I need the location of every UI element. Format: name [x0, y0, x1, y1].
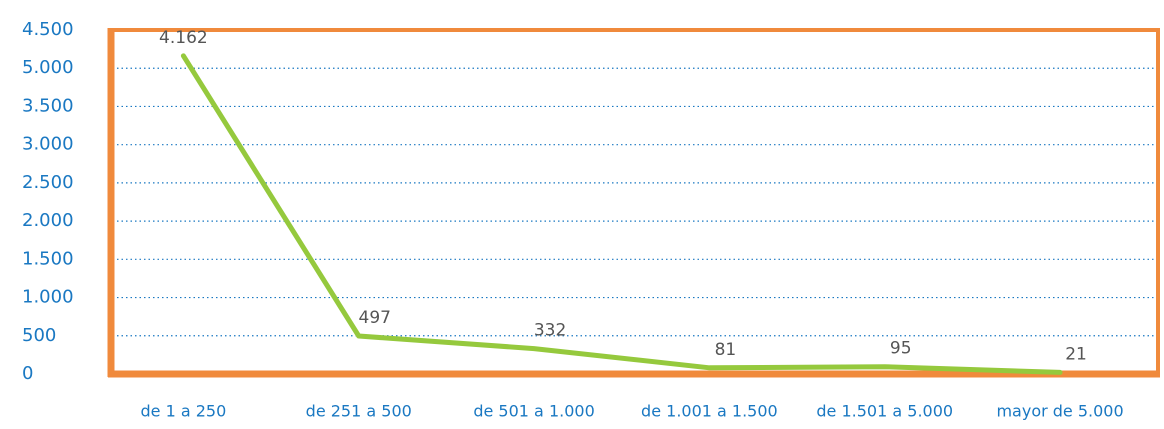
y-tick-label: 500	[22, 325, 56, 346]
x-tick-label: de 1.001 a 1.500	[641, 402, 778, 421]
data-label: 497	[359, 308, 391, 328]
y-tick-label: 0	[22, 363, 33, 384]
y-tick-label: 2.000	[22, 210, 74, 231]
data-label: 332	[534, 321, 566, 341]
y-tick-label: 3.000	[22, 134, 74, 155]
y-tick-label: 1.000	[22, 287, 74, 308]
x-tick-label: de 1.501 a 5.000	[816, 402, 953, 421]
y-tick-label: 2.500	[22, 172, 74, 193]
x-tick-label: de 251 a 500	[306, 402, 412, 421]
data-label: 21	[1065, 344, 1087, 364]
line	[180, 53, 1063, 375]
data-label: 81	[715, 340, 737, 360]
y-tick-label: 4.500	[22, 19, 74, 40]
data-label: 4.162	[159, 28, 208, 48]
y-tick-label: 3.500	[22, 95, 74, 116]
y-tick-label: 1.500	[22, 248, 74, 269]
x-tick-label: mayor de 5.000	[996, 402, 1123, 421]
y-tick-label: 5.000	[22, 57, 74, 78]
x-tick-label: de 501 a 1.000	[473, 402, 594, 421]
x-tick-label: de 1 a 250	[141, 402, 227, 421]
data-label: 95	[890, 339, 912, 359]
